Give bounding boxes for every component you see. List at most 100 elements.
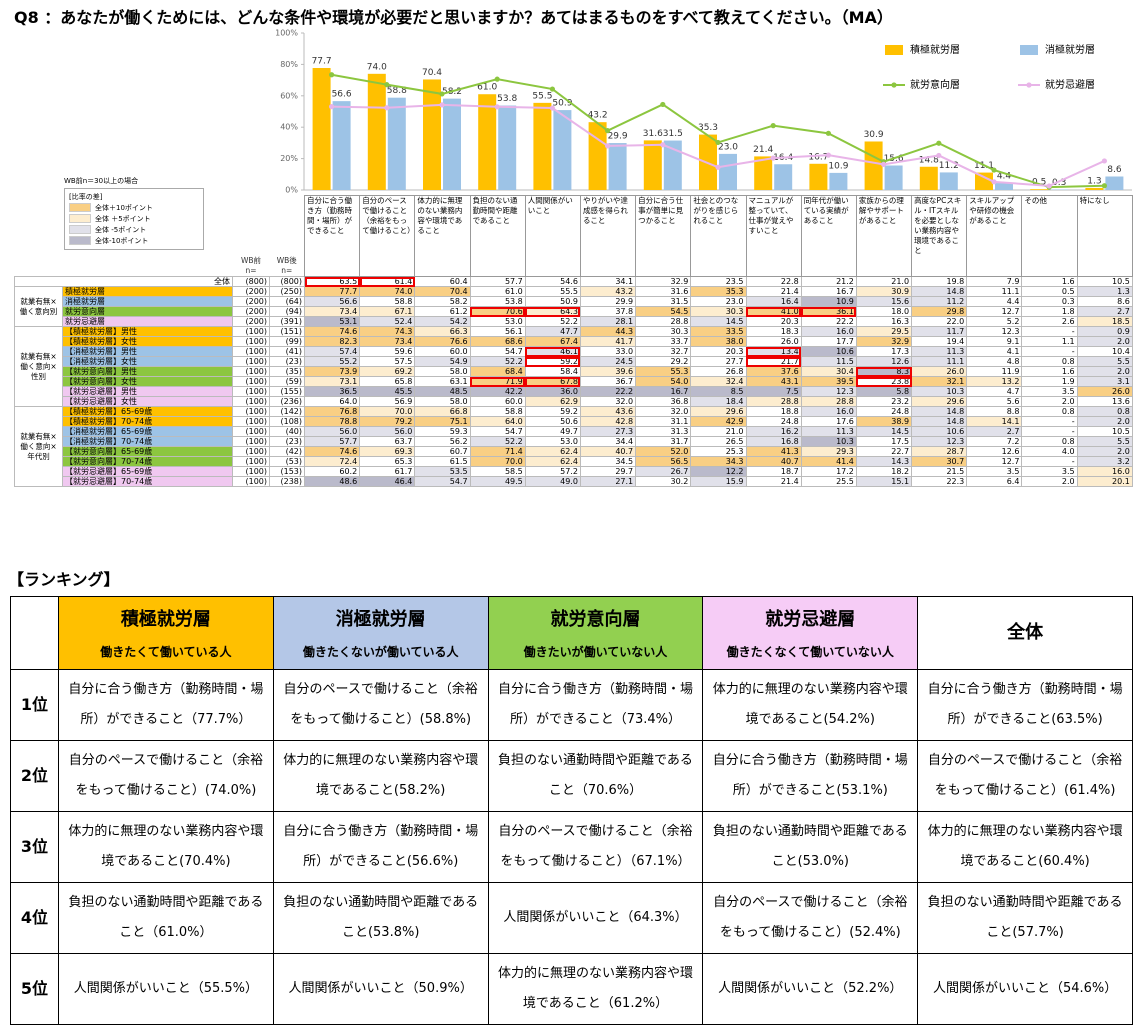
table-cell: 60.7 <box>414 446 471 457</box>
ranking-title: 就労意向層 <box>550 608 641 630</box>
table-cell: 28.8 <box>635 316 692 327</box>
y-tick-label: 0% <box>285 186 298 195</box>
table-cell: 23.2 <box>855 396 913 407</box>
row-label: 就労意向層 <box>62 306 233 317</box>
table-cell: 65.3 <box>359 456 416 467</box>
ranking-cell: 自分のペースで働けること（余裕をもって働けること）（67.1%） <box>487 811 704 883</box>
table-cell: - <box>1021 416 1078 427</box>
table-cell: 2.6 <box>1021 316 1078 327</box>
table-cell: 48.5 <box>414 386 471 397</box>
table-row: 就業有無×働く意向×性別 【積極就労層】男性 (100) (151) 74.6 74.3 6… <box>14 326 1133 407</box>
table-cell: 18.0 <box>855 306 913 317</box>
bar-value-label: 14.8 <box>919 155 939 165</box>
line-point <box>439 91 445 97</box>
table-cell: 56.0 <box>359 426 416 437</box>
table-cell: 33.0 <box>579 346 637 357</box>
table-cell: 67.8 <box>524 376 581 387</box>
ranking-column: 消極就労層 働きたくないが働いている人 <box>272 596 489 670</box>
n-after: (94) <box>269 306 305 317</box>
table-cell: 4.0 <box>1021 446 1078 457</box>
ranking-cell: 体力的に無理のない業務内容や環境であること(70.4%) <box>58 811 274 883</box>
table-cell: 32.7 <box>635 346 692 357</box>
table-cell: 41.0 <box>745 306 802 317</box>
table-cell: 76.8 <box>303 406 361 417</box>
line-point <box>329 72 335 78</box>
table-cell: 13.2 <box>966 376 1023 387</box>
table-cell: 14.3 <box>855 456 913 467</box>
table-cell: 59.2 <box>524 356 581 367</box>
table-cell: 49.0 <box>524 476 581 487</box>
ranking-row: 1位 自分に合う働き方（勤務時間・場所）ができること（77.7%） 自分のペースで働… <box>10 669 1133 741</box>
line-point <box>494 104 500 110</box>
line-point <box>825 130 832 136</box>
table-cell: 22.8 <box>745 276 802 287</box>
line-point <box>605 143 611 149</box>
category-label: 負担のない通勤時間や距離であること <box>469 195 526 277</box>
table-cell: 29.7 <box>579 466 637 477</box>
table-cell: 78.8 <box>303 416 361 427</box>
table-cell: 3.5 <box>1021 386 1078 397</box>
table-cell: 17.5 <box>855 436 913 447</box>
table-cell: 43.1 <box>745 376 802 387</box>
table-cell: 12.3 <box>966 326 1023 337</box>
table-cell: 50.6 <box>524 416 581 427</box>
line-point <box>936 140 942 146</box>
table-cell: 10.9 <box>800 296 857 307</box>
table-cell: 38.0 <box>690 336 747 347</box>
table-cell: - <box>1021 426 1078 437</box>
bar <box>663 140 682 190</box>
table-cell: 31.3 <box>635 426 692 437</box>
n-before: (100) <box>232 346 270 357</box>
line-point <box>439 102 445 108</box>
table-cell: 0.8 <box>1021 406 1078 417</box>
row-label: 【就労忌避層】男性 <box>62 386 233 397</box>
shade-swatch <box>69 203 91 212</box>
y-tick-label: 60% <box>280 91 298 100</box>
bar-value-label: 16.7 <box>808 152 828 162</box>
bar <box>809 163 828 190</box>
rank: 1位 <box>10 669 59 741</box>
bar <box>1030 189 1049 190</box>
bar <box>312 68 331 190</box>
table-cell: 13.4 <box>745 346 802 357</box>
table-cell: 18.8 <box>745 406 802 417</box>
category-label: やりがいや達成感を得られること <box>579 195 637 277</box>
table-cell: 49.7 <box>524 426 581 437</box>
table-cell: 8.6 <box>1076 296 1133 307</box>
table-cell: 1.6 <box>1021 276 1078 287</box>
n-after: (42) <box>269 446 305 457</box>
table-cell: 40.7 <box>579 446 637 457</box>
n-after: (153) <box>269 466 305 477</box>
ranking-column: 就労忌避層 働きたくなくて働いていない人 <box>702 596 919 670</box>
ranking-cell: 体力的に無理のない業務内容や環境であること(60.4%) <box>917 811 1133 883</box>
n-before: (200) <box>232 286 270 297</box>
table-cell: 55.5 <box>524 286 581 297</box>
shade-swatch <box>69 236 91 245</box>
table-cell: 10.3 <box>800 436 857 447</box>
table-cell: 66.8 <box>414 406 471 417</box>
table-cell: 16.2 <box>745 426 802 437</box>
table-cell: 37.6 <box>745 366 802 377</box>
table-cell: 61.2 <box>414 306 471 317</box>
table-cell: 0.8 <box>1076 406 1133 417</box>
ranking-cell: 自分に合う働き方（勤務時間・場所）ができること(63.5%) <box>917 669 1133 741</box>
table-cell: 16.0 <box>1076 466 1133 477</box>
table-cell: 29.2 <box>635 356 692 367</box>
table-cell: 64.0 <box>469 416 526 427</box>
ranking-subtitle: 働きたくないが働いている人 <box>302 644 459 659</box>
table-cell: 56.6 <box>303 296 361 307</box>
table-cell: 19.8 <box>911 276 968 287</box>
ranking-cell: 自分のペースで働けること（余裕をもって働けること）(61.4%) <box>917 740 1133 812</box>
table-cell: 36.1 <box>800 306 857 317</box>
line-point <box>605 128 611 134</box>
table-cell: 31.7 <box>635 436 692 447</box>
table-row: 【消極就労層】男性 (100) (41) 57.4 59.6 60.0 54.7 46.1 33… <box>15 346 1133 357</box>
table-cell: 16.7 <box>635 386 692 397</box>
row-label: 【積極就労層】女性 <box>62 336 233 347</box>
table-cell: 25.3 <box>690 446 747 457</box>
table-cell: 34.5 <box>579 456 637 467</box>
y-tick-label: 40% <box>280 123 298 132</box>
legend-label: 就労意向層 <box>910 78 960 91</box>
rank: 2位 <box>10 740 59 812</box>
